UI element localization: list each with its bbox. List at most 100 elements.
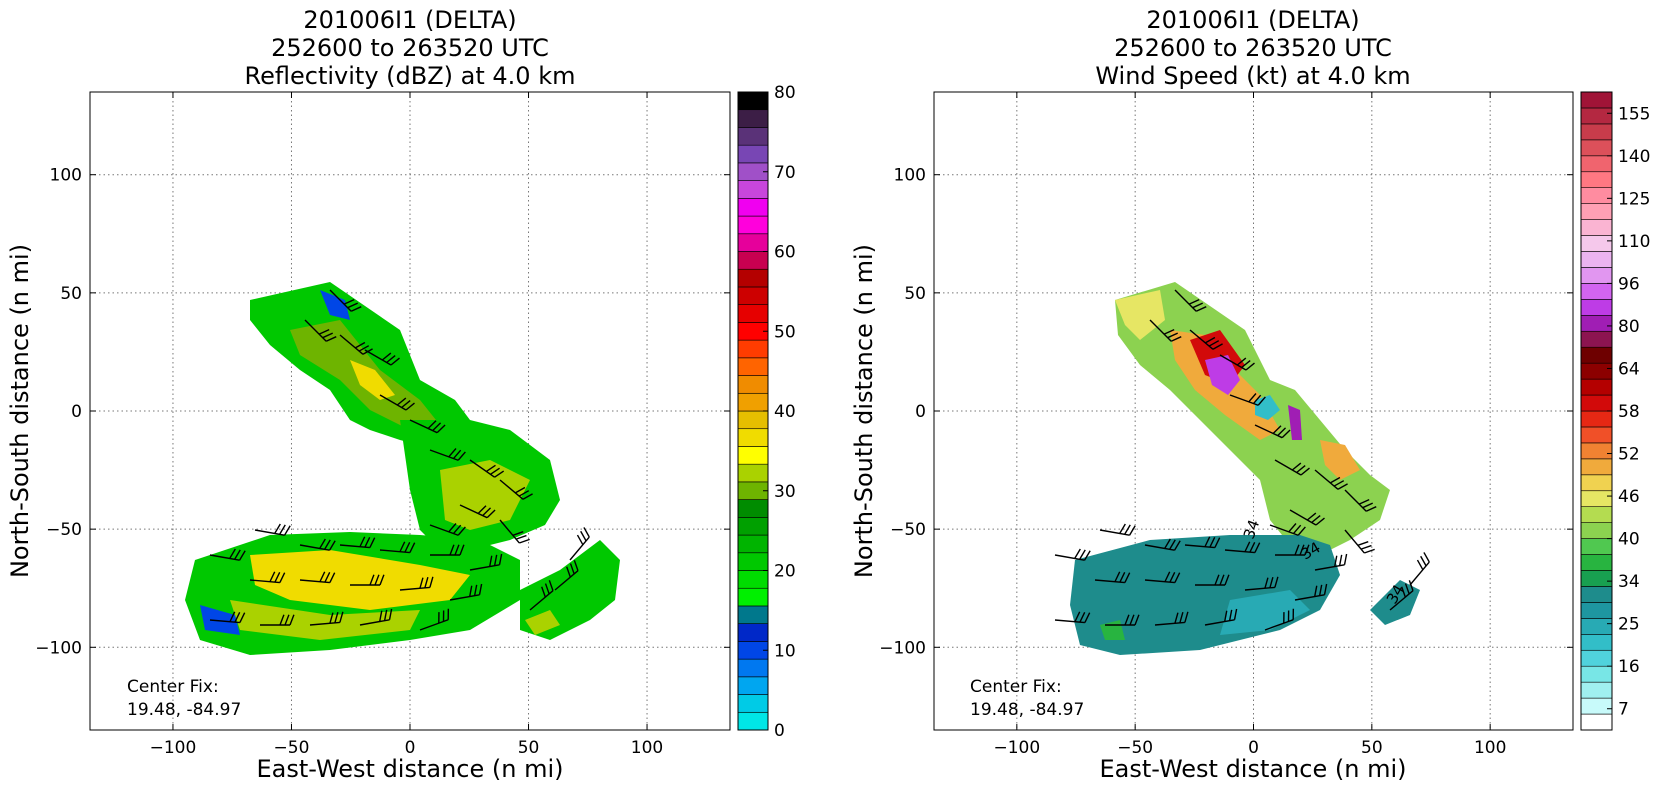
refl-cbar-color-bin bbox=[737, 357, 769, 376]
left-wind-barb-flag bbox=[324, 539, 331, 550]
left-wind-barb-flag bbox=[274, 523, 281, 534]
wind-cbar-tick-label: 64 bbox=[1618, 359, 1640, 379]
left-title-line-1: 201006I1 (DELTA) bbox=[303, 6, 516, 34]
refl-cbar-color-bin bbox=[737, 446, 769, 465]
right-wind-barb-flag bbox=[1416, 559, 1424, 571]
wind-cbar-color-bin bbox=[1580, 251, 1613, 268]
right-wind-barb-flag bbox=[1170, 336, 1182, 342]
left-center-fix-value: 19.48, -84.97 bbox=[127, 700, 241, 720]
right-xtick-label: 100 bbox=[1474, 738, 1506, 758]
left-wind-barb-flag bbox=[494, 470, 505, 478]
left-wind-barb-flag bbox=[512, 531, 524, 536]
refl-cbar-tick-label: 30 bbox=[774, 482, 796, 502]
right-title-line-2: 252600 to 263520 UTC bbox=[1114, 34, 1392, 62]
right-wind-barb-flag bbox=[1167, 332, 1178, 339]
left-wind-barb-flag bbox=[319, 571, 326, 583]
left-xtick-label: −50 bbox=[274, 738, 310, 758]
right-wind-barb-flag bbox=[1174, 612, 1179, 624]
left-wind-barb-flag bbox=[490, 467, 500, 475]
left-wind-barb-flag bbox=[482, 507, 492, 517]
wind-cbar-tick-label: 155 bbox=[1618, 104, 1650, 124]
left-wind-barb-flag bbox=[399, 541, 406, 553]
wind-cbar-color-bin bbox=[1580, 187, 1613, 204]
refl-region-north-blue bbox=[320, 290, 350, 320]
right-wind-barb-flag bbox=[1297, 526, 1306, 536]
wind-speed-colorbar: 7 16 25 34 40 46 52 58 64 80 96 110 125 140 155 bbox=[1580, 91, 1650, 731]
right-wind-barb-flag bbox=[1364, 548, 1375, 554]
right-wind-barb-flag bbox=[1128, 525, 1136, 536]
right-ytick-label: −100 bbox=[879, 638, 926, 658]
right-wind-barb-flag bbox=[1420, 555, 1427, 567]
right-wind-barb-flag bbox=[1292, 524, 1302, 535]
left-wind-barb-flag bbox=[519, 538, 530, 544]
right-wind-barb-flag bbox=[1236, 357, 1247, 366]
right-ytick-label: 50 bbox=[904, 284, 926, 304]
left-wind-barb-flag bbox=[381, 352, 392, 361]
right-wind-barb-flag bbox=[1212, 343, 1223, 350]
right-wind-barb-flag bbox=[1119, 523, 1126, 534]
right-wind-barb-flag bbox=[1208, 340, 1220, 347]
left-wind-barb-flag bbox=[289, 614, 295, 626]
left-wind-barb-flag bbox=[432, 422, 442, 432]
right-title-line-1: 201006I1 (DELTA) bbox=[1146, 6, 1359, 34]
right-wind-barb-flag bbox=[1311, 515, 1321, 524]
wind-cbar-color-bin bbox=[1580, 283, 1613, 300]
left-wind-barb-flag bbox=[544, 583, 550, 595]
right-wind-barb-flag bbox=[1244, 541, 1251, 553]
right-wind-barb-flag bbox=[1169, 539, 1176, 550]
wind-cbar-color-bin bbox=[1580, 410, 1613, 428]
refl-cbar-color-bin bbox=[737, 605, 769, 624]
right-wind-barb-flag bbox=[1164, 538, 1171, 549]
left-wind-barb-flag bbox=[548, 580, 554, 591]
wind-cbar-color-bin bbox=[1580, 442, 1613, 460]
left-wind-barb-flag bbox=[274, 571, 281, 583]
right-wind-barb-flag bbox=[1288, 523, 1297, 533]
wind-cbar-color-bin bbox=[1580, 346, 1613, 364]
right-xtick-label: 50 bbox=[1361, 738, 1383, 758]
left-wind-barb-flag bbox=[325, 336, 337, 342]
refl-cbar-tick-label: 10 bbox=[774, 641, 796, 661]
right-wind-barb-flag bbox=[1323, 583, 1328, 595]
left-wind-barb-flag bbox=[329, 572, 336, 583]
refl-cbar-tick-label: 0 bbox=[774, 721, 785, 741]
left-wind-barb-flag bbox=[493, 554, 498, 566]
refl-cbar-color-bin bbox=[737, 127, 769, 146]
left-wind-barb-flag bbox=[269, 571, 276, 583]
left-wind-barb-flag bbox=[429, 576, 434, 588]
refl-cbar-tick-label: 60 bbox=[774, 243, 796, 263]
left-wind-barb-flag bbox=[469, 585, 473, 597]
left-axis-ticks: −100 −50 0 50 100 −100 −50 0 50 100 bbox=[35, 92, 730, 758]
right-wind-barb-flag bbox=[1360, 544, 1372, 550]
right-wind-barb-flag bbox=[1192, 302, 1203, 309]
left-wind-barb-flag bbox=[328, 540, 336, 551]
right-wind-barb-flag bbox=[1079, 611, 1086, 623]
refl-cbar-color-bin bbox=[737, 144, 769, 164]
wind-cbar-color-bin bbox=[1580, 697, 1613, 715]
left-field bbox=[185, 282, 620, 655]
right-wind-barb-flag bbox=[1269, 577, 1274, 589]
right-wind-barb bbox=[1144, 544, 1175, 551]
right-wind-barb-flag bbox=[1291, 462, 1302, 471]
left-wind-barb-flag bbox=[354, 341, 366, 349]
right-xtick-label: −50 bbox=[1117, 738, 1153, 758]
left-wind-barb-flag bbox=[229, 611, 236, 623]
left-xtick-label: 50 bbox=[518, 738, 540, 758]
left-wind-barb-flag bbox=[347, 302, 358, 309]
left-wind-barb-flag bbox=[478, 583, 483, 595]
wind-cbar-tick-label: 25 bbox=[1618, 615, 1640, 635]
left-wind-barb-flag bbox=[279, 524, 286, 535]
left-wind-barb-flag bbox=[452, 449, 462, 460]
left-wind-barb-flag bbox=[229, 548, 236, 559]
wind-cbar-color-bin bbox=[1580, 139, 1613, 157]
left-wind-barb-flag bbox=[452, 524, 462, 535]
refl-cbar-color-bin bbox=[737, 339, 769, 359]
refl-region-diagonal-yellow bbox=[440, 460, 530, 530]
wind-cbar-tick-label: 7 bbox=[1618, 700, 1629, 720]
right-wind-barb-flag bbox=[1249, 541, 1256, 553]
left-title-line-3: Reflectivity (dBZ) at 4.0 km bbox=[245, 62, 576, 90]
left-wind-barb-flag bbox=[401, 400, 411, 409]
left-wind-barb-flag bbox=[396, 397, 407, 406]
left-wind-barb-flag bbox=[486, 509, 496, 519]
right-wind-barb-flag bbox=[1333, 480, 1345, 487]
left-wind-barb-flag bbox=[279, 572, 286, 583]
